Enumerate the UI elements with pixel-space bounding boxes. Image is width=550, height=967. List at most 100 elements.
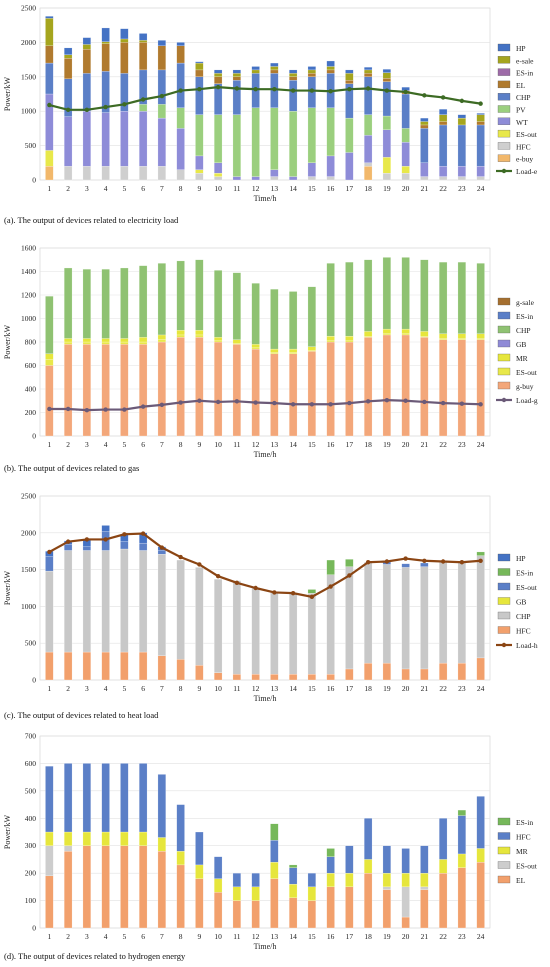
bar-segment-chp: [64, 267, 73, 339]
bar-segment-mr: [251, 886, 260, 901]
bar-segment-es-in: [457, 809, 466, 816]
legend-label: HP: [516, 554, 526, 563]
bar-segment-hfc: [82, 763, 91, 833]
bar-segment-mr: [120, 338, 129, 343]
x-tick-label: 6: [141, 932, 145, 941]
legend-label: WT: [516, 118, 528, 127]
x-tick-label: 16: [327, 440, 335, 449]
x-tick-label: 1: [48, 684, 52, 693]
bar-segment-hp: [307, 66, 316, 71]
bar-segment-hfc: [176, 804, 185, 852]
bar-segment-mr: [176, 851, 185, 866]
x-tick-label: 15: [308, 932, 316, 941]
legend-swatch: [497, 311, 511, 320]
bar-segment-hp: [120, 28, 129, 40]
legend-label: MR: [516, 847, 528, 856]
x-tick-label: 10: [214, 932, 222, 941]
bar-segment-e-sale: [232, 73, 241, 77]
load-point: [103, 104, 108, 110]
bar-segment-hfc: [157, 774, 166, 838]
bar-segment-hfc: [457, 815, 466, 855]
load-point: [65, 406, 71, 412]
bar-segment-g-buy: [251, 348, 260, 437]
bar-segment-hp: [270, 62, 279, 67]
x-tick-label: 2: [66, 684, 70, 693]
bar-segment-chp: [45, 296, 54, 354]
bar-segment-chp: [45, 570, 54, 653]
x-tick-label: 20: [402, 440, 410, 449]
x-tick-label: 21: [421, 440, 429, 449]
x-tick-label: 7: [160, 184, 164, 193]
bar-segment-es-out: [45, 150, 54, 167]
x-tick-label: 8: [179, 440, 183, 449]
bar-segment-e-sale: [382, 72, 391, 79]
x-tick-label: 1: [48, 932, 52, 941]
bar-segment-mr: [345, 873, 354, 887]
load-point: [328, 402, 333, 407]
bar-segment-chp: [101, 269, 110, 339]
bar-segment-hp: [364, 67, 373, 71]
x-tick-label: 12: [252, 684, 260, 693]
bar-segment-hp: [101, 525, 110, 532]
bar-segment-el: [82, 49, 91, 74]
bar-segment-hfc: [139, 763, 148, 833]
load-point: [65, 107, 71, 113]
bar-segment-wt: [270, 169, 279, 177]
load-point: [328, 89, 333, 94]
legend-swatch: [497, 353, 511, 362]
legend-label: Load-g: [516, 396, 538, 405]
bar-segment-el: [45, 45, 54, 64]
plot-area: [39, 495, 491, 681]
load-point: [197, 398, 202, 403]
load-point: [47, 549, 52, 555]
load-point: [47, 102, 52, 108]
bar-segment-chp: [214, 579, 223, 673]
bar-segment-g-buy: [157, 341, 166, 437]
bar-segment-chp: [326, 574, 335, 675]
x-tick-label: 22: [439, 932, 447, 941]
bar-segment-mr: [439, 333, 448, 339]
bar-segment-chp: [82, 550, 91, 653]
load-line: [49, 399, 481, 412]
bar-segment-e-sale: [457, 117, 466, 126]
bar-segment-mr: [101, 338, 110, 343]
bar-segment-e-sale: [476, 114, 485, 122]
bar-segment-hfc: [101, 763, 110, 833]
legend-label: HFC: [516, 142, 531, 151]
x-tick-label: 14: [289, 684, 297, 693]
bar-segment-chp: [382, 257, 391, 330]
bar-segment-mr: [364, 331, 373, 337]
load-point: [215, 574, 221, 579]
bar-segment-e-buy: [364, 166, 373, 181]
bar-segment-hfc: [439, 176, 448, 181]
bar-segment-wt: [120, 111, 129, 167]
bar-segment-hfc: [270, 840, 279, 863]
bar-segment-hfc: [439, 818, 448, 860]
bar-segment-wt: [307, 162, 316, 177]
bar-segment-chp: [82, 73, 91, 112]
x-tick-label: 3: [85, 440, 89, 449]
y-tick-label: 500: [25, 141, 37, 150]
bar-segment-el: [157, 851, 166, 929]
bar-segment-hfc: [457, 176, 466, 181]
bar-segment-mr: [326, 873, 335, 887]
legend-swatch: [497, 142, 511, 150]
bar-segment-wt: [101, 112, 110, 167]
bar-segment-el: [139, 42, 148, 71]
bar-segment-g-buy: [270, 353, 279, 437]
bar-segment-mr: [195, 330, 204, 336]
bar-segment-el: [214, 892, 223, 929]
bar-segment-chp: [251, 587, 260, 675]
bar-segment-g-buy: [139, 344, 148, 437]
y-tick-label: 1600: [21, 244, 36, 253]
legend-label: Load-e: [516, 167, 538, 176]
bar-segment-chp: [157, 554, 166, 656]
bar-segment-hfc: [270, 176, 279, 181]
legend-swatch: [497, 339, 511, 348]
legend-label: ES-out: [516, 130, 538, 139]
bar-segment-es-out: [101, 341, 110, 345]
bar-segment-el: [420, 889, 429, 929]
bar-segment-chp: [476, 555, 485, 659]
bar-segment-wt: [326, 155, 335, 177]
